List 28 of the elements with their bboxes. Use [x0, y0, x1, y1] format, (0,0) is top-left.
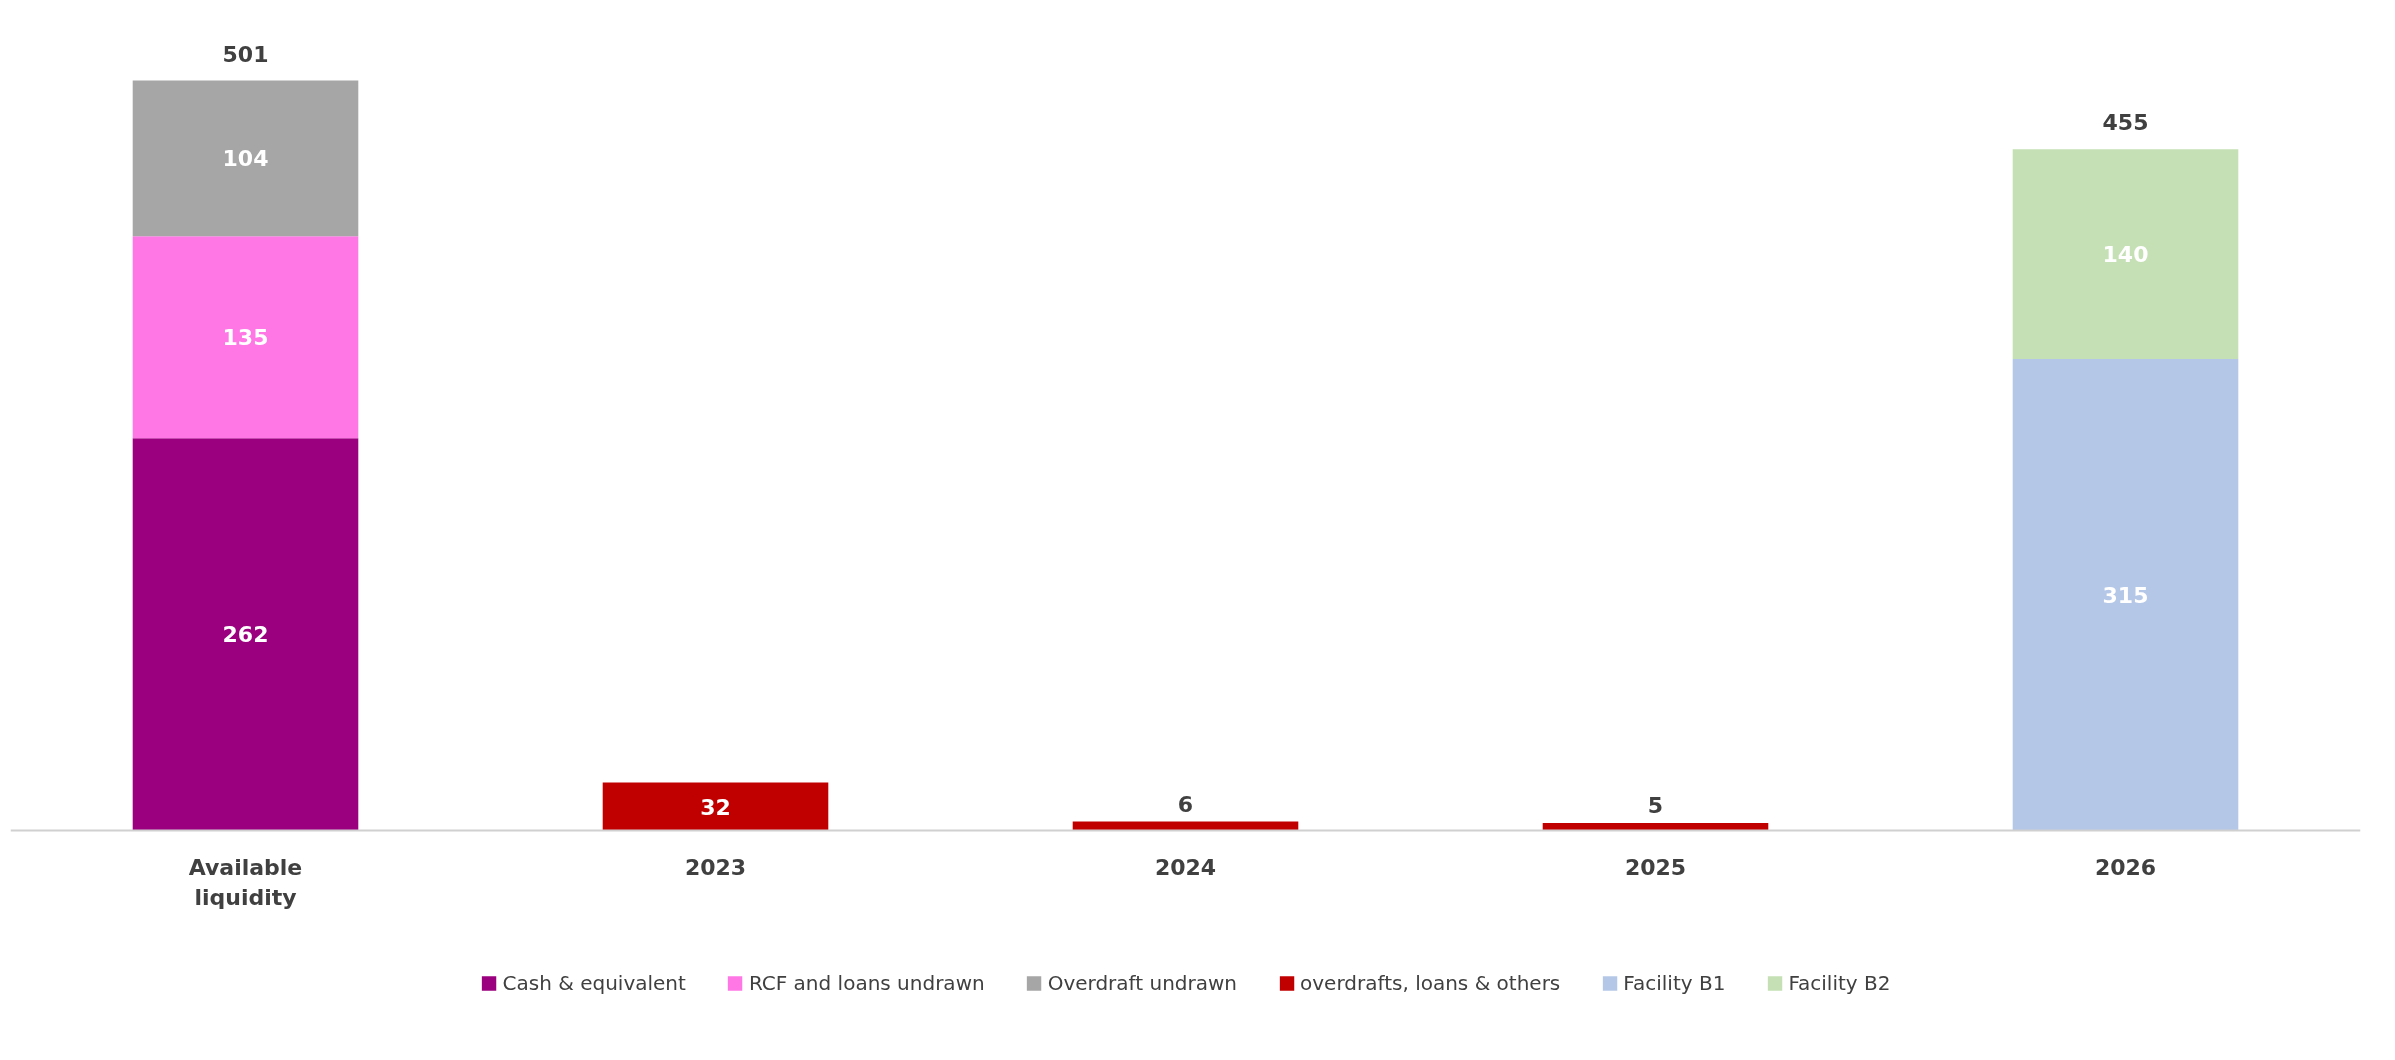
bar: [2012, 149, 2239, 359]
bar: [132, 236, 359, 439]
legend-label: Overdraft undrawn: [1047, 971, 1238, 995]
x-tick-label: 2023: [684, 854, 747, 880]
total-label: 501: [222, 41, 269, 67]
data-label: 32: [700, 794, 731, 820]
data-label: 104: [222, 146, 269, 172]
bar: [132, 80, 359, 237]
x-tick-label: 2025: [1624, 854, 1687, 880]
legend-label: Facility B1: [1623, 971, 1726, 995]
legend-label: overdrafts, loans & others: [1300, 971, 1561, 995]
data-label: 135: [222, 325, 269, 351]
data-label: 6: [1177, 791, 1194, 817]
bar: [1542, 823, 1769, 831]
bar: [602, 782, 829, 831]
data-label: 5: [1647, 793, 1664, 819]
bar: [132, 438, 359, 831]
data-label: 262: [222, 622, 269, 648]
data-label: 315: [2102, 582, 2149, 608]
x-tick-label: 2024: [1154, 854, 1217, 880]
legend-label: Facility B2: [1788, 971, 1891, 995]
data-label: 140: [2102, 242, 2149, 268]
legend-label: RCF and loans undrawn: [748, 971, 985, 995]
legend-label: Cash & equivalent: [502, 971, 686, 995]
x-tick-label: Available liquidity: [188, 854, 303, 910]
total-label: 455: [2102, 110, 2149, 136]
x-tick-label: 2026: [2094, 854, 2157, 880]
bar: [2012, 358, 2239, 831]
